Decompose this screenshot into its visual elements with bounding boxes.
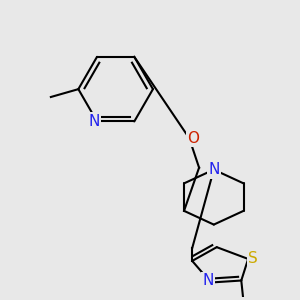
- Text: N: N: [202, 273, 214, 288]
- Text: S: S: [248, 251, 258, 266]
- Text: N: N: [208, 162, 220, 177]
- Text: O: O: [187, 131, 199, 146]
- Text: N: N: [88, 114, 100, 129]
